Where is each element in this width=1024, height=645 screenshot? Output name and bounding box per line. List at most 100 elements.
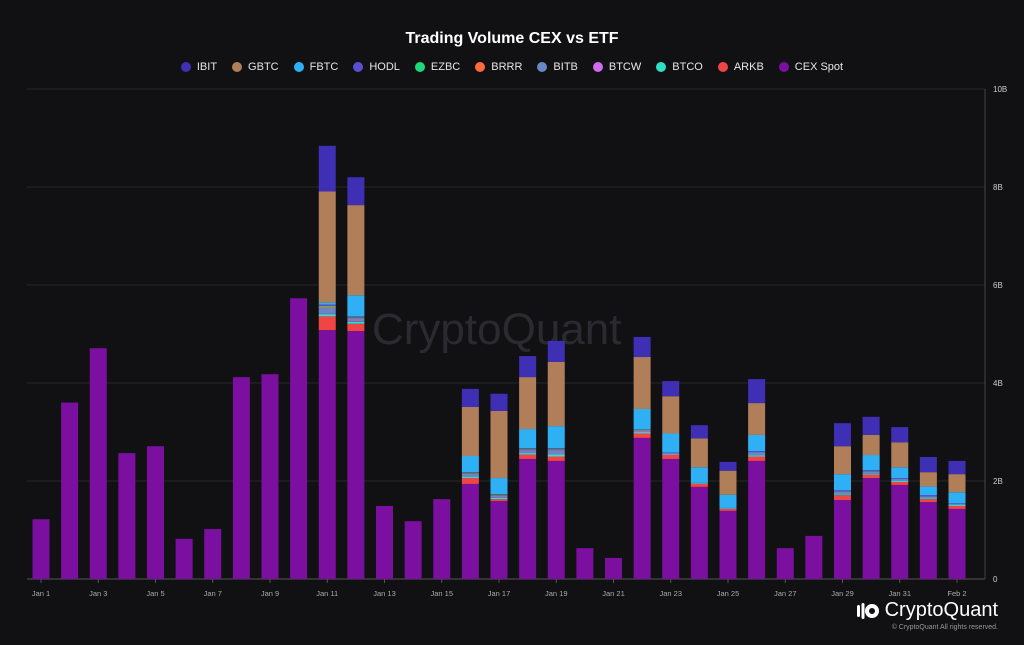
legend-swatch (353, 62, 364, 72)
x-tick-label: Jan 3 (89, 589, 107, 598)
bar-ibit (891, 427, 909, 443)
bar-ibit (633, 336, 651, 358)
bar-gbtc (862, 434, 880, 456)
legend-item-gbtc[interactable]: GBTC (232, 61, 279, 73)
legend-item-btco[interactable]: BTCO (656, 61, 703, 73)
bar-ezbc (347, 317, 365, 318)
x-tick-label: Jan 27 (774, 589, 797, 598)
bar-cex-spot (89, 348, 107, 579)
bar-arkb (347, 323, 365, 332)
bar-btco (633, 432, 651, 434)
bar-fbtc (719, 494, 737, 508)
bar-arkb (633, 433, 651, 438)
legend-item-hodl[interactable]: HODL (353, 61, 400, 73)
legend-label: BITB (553, 61, 578, 73)
bar-arkb (461, 478, 479, 484)
x-tick-label: Jan 15 (430, 589, 453, 598)
legend-label: GBTC (248, 61, 279, 73)
bar-fbtc (318, 302, 336, 305)
bar-hodl (834, 490, 851, 492)
bar-fbtc (519, 429, 537, 449)
watermark: CryptoQuant (372, 305, 622, 354)
bar-cex-spot (318, 330, 336, 579)
legend-item-ezbc[interactable]: EZBC (414, 61, 461, 73)
legend-item-cex-spot[interactable]: CEX Spot (778, 61, 843, 73)
legend-label: EZBC (430, 61, 461, 73)
bar-bitb (547, 450, 565, 455)
bar-arkb (662, 455, 680, 459)
bar-ibit (748, 379, 766, 404)
bar-cex-spot (490, 501, 508, 579)
bar-arkb (547, 456, 565, 461)
bar-btco (891, 481, 909, 482)
bar-cex-spot (347, 331, 365, 579)
bar-btco (948, 505, 966, 506)
legend-label: BTCO (672, 61, 703, 73)
bar-ezbc (461, 472, 479, 474)
legend-item-arkb[interactable]: ARKB (717, 61, 764, 73)
x-tick-label: Jan 23 (659, 589, 682, 598)
bar-fbtc (834, 474, 851, 491)
bar-fbtc (347, 295, 365, 317)
bar-hodl (662, 452, 680, 454)
legend-item-brrr[interactable]: BRRR (475, 61, 522, 73)
bar-hodl (318, 304, 336, 307)
bar-arkb (834, 495, 851, 501)
bar-arkb (748, 456, 766, 461)
bar-bitb (318, 308, 336, 314)
bar-gbtc (490, 410, 508, 479)
legend-swatch (180, 62, 191, 72)
bar-btcw (490, 497, 508, 498)
y-tick-label: 0 (993, 575, 998, 584)
bar-cex-spot (662, 458, 680, 579)
bar-btco (748, 455, 766, 457)
bar-brrr (490, 495, 508, 496)
bar-arkb (490, 499, 508, 502)
legend-swatch (537, 62, 548, 72)
bar-hodl (948, 503, 966, 504)
bar-fbtc (547, 426, 565, 449)
bar-cex-spot (748, 460, 766, 579)
bar-gbtc (919, 472, 937, 487)
x-tick-label: Jan 21 (602, 589, 625, 598)
bar-cex-spot (834, 500, 851, 579)
legend-item-ibit[interactable]: IBIT (180, 61, 217, 73)
bar-btcw (547, 454, 565, 455)
bar-brrr (633, 430, 651, 431)
legend-item-bitb[interactable]: BITB (537, 61, 578, 73)
legend-swatch (414, 62, 425, 72)
bar-fbtc (891, 467, 909, 479)
bar-hodl (547, 448, 565, 450)
bar-bitb (748, 452, 766, 456)
bar-ibit (519, 356, 537, 378)
x-tick-label: Jan 17 (488, 589, 511, 598)
bar-gbtc (948, 474, 966, 493)
bar-hodl (633, 429, 651, 430)
legend-swatch (717, 62, 728, 72)
bar-btco (461, 476, 479, 479)
x-tick-label: Jan 19 (545, 589, 568, 598)
bar-cex-spot (261, 374, 279, 579)
bar-fbtc (748, 434, 766, 452)
bar-cex-spot (948, 508, 966, 579)
bar-bitb (948, 503, 966, 506)
bar-hodl (748, 451, 766, 453)
legend-item-btcw[interactable]: BTCW (592, 61, 641, 73)
bar-brrr (519, 449, 537, 451)
y-tick-label: 6B (993, 281, 1003, 290)
legend-item-fbtc[interactable]: FBTC (293, 61, 338, 73)
bar-cex-spot (232, 377, 250, 579)
bar-ibit (919, 456, 937, 473)
bar-gbtc (547, 361, 565, 427)
x-tick-label: Jan 11 (316, 589, 338, 598)
bar-bitb (919, 496, 937, 499)
bar-btco (347, 321, 365, 324)
legend: IBIT GBTC FBTC HODL EZBC BRRR BITB BTCW BTCO ARKB… (0, 61, 1024, 73)
bar-bitb (834, 491, 851, 495)
bar-btco (318, 314, 336, 317)
bar-fbtc (948, 492, 966, 504)
x-tick-label: Jan 13 (373, 589, 396, 598)
bar-fbtc (633, 408, 651, 430)
bar-gbtc (690, 438, 708, 468)
bar-gbtc (891, 442, 909, 468)
